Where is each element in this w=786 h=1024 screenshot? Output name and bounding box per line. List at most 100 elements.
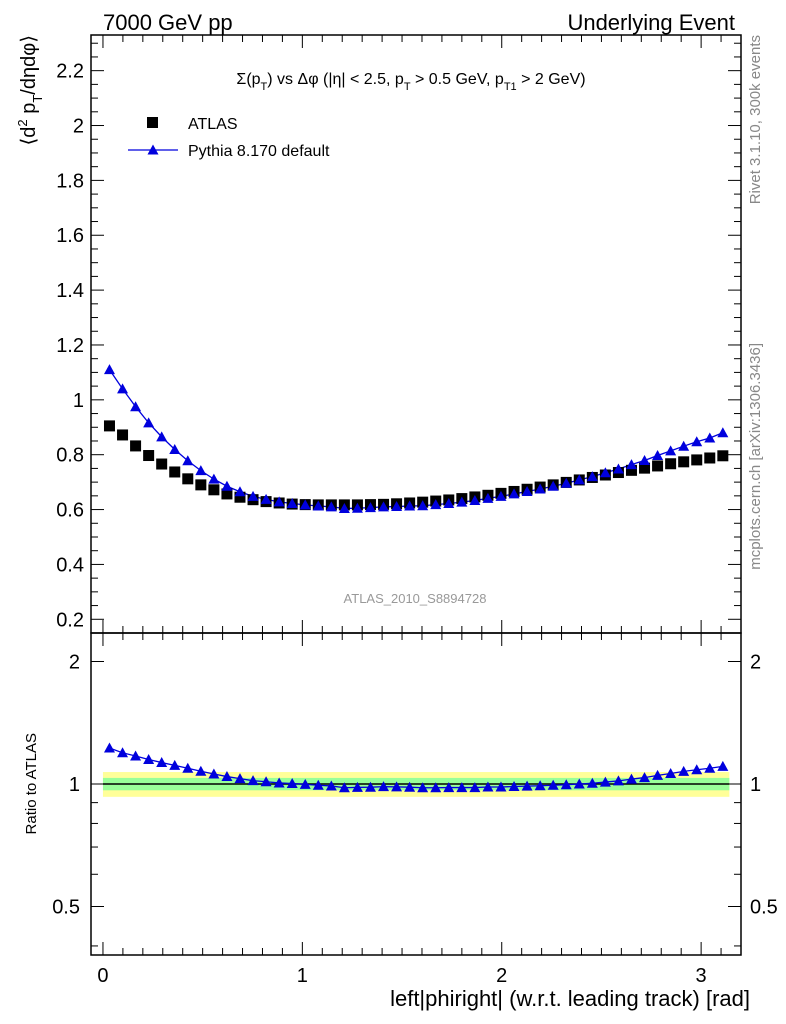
y-tick-label-ratio-right: 2 <box>750 652 761 674</box>
pythia-point <box>639 454 651 465</box>
ratio-point <box>312 779 324 790</box>
ratio-point <box>586 777 598 788</box>
pythia-point <box>351 502 363 513</box>
pythia-point <box>182 455 194 466</box>
atlas-point <box>208 484 220 496</box>
pythia-point <box>443 498 455 509</box>
pythia-point <box>156 431 168 442</box>
ratio-point <box>547 779 559 790</box>
header-right: Underlying Event <box>567 10 735 35</box>
legend-marker-pythia <box>147 144 159 155</box>
ratio-point <box>678 765 690 776</box>
ylabel-part-3: T <box>30 95 45 103</box>
pythia-point <box>560 477 572 488</box>
atlas-point <box>130 440 142 452</box>
axis-ticks: 0 1 2 3 0.2 0.4 0.6 0.8 1 1.2 1.4 1.6 1.8 2 2.2 0.5 0.5 1… <box>52 35 778 987</box>
ratio-point <box>691 764 703 775</box>
pythia-point <box>665 445 677 456</box>
ratio-point <box>495 781 507 792</box>
y-tick-label-ratio-left: 1 <box>69 774 80 796</box>
pythia-point <box>534 483 546 494</box>
pythia-point <box>495 490 507 501</box>
pythia-point <box>103 364 115 375</box>
y-tick-label-main: 0.2 <box>56 609 84 631</box>
ratio-point <box>299 778 311 789</box>
ratio-point <box>182 762 194 773</box>
atlas-point <box>195 479 207 491</box>
atlas-point <box>652 460 664 472</box>
ratio-point <box>652 769 664 780</box>
ylabel-part-2: p <box>18 103 40 120</box>
ratio-point <box>430 782 442 793</box>
ratio-point <box>286 777 298 788</box>
pythia-point <box>404 500 416 511</box>
ratio-point <box>378 781 390 792</box>
pythia-point <box>482 492 494 503</box>
pythia-point <box>573 474 585 485</box>
ratio-point <box>247 775 259 786</box>
pythia-point <box>456 496 468 507</box>
legend-label-atlas: ATLAS <box>188 116 238 133</box>
y-tick-label-main: 0.6 <box>56 500 84 522</box>
atlas-point <box>143 450 155 462</box>
pythia-point <box>247 490 259 501</box>
ratio-point <box>417 782 429 793</box>
pythia-point <box>117 383 129 394</box>
ratio-uncertainty-band <box>102 772 730 797</box>
x-tick-label: 2 <box>496 965 507 987</box>
x-tick-label: 1 <box>297 965 308 987</box>
pythia-point <box>195 465 207 476</box>
atlas-point <box>221 488 233 500</box>
pythia-point <box>430 499 442 510</box>
y-tick-label-main: 1.2 <box>56 335 84 357</box>
y-tick-label-ratio-left: 2 <box>69 652 80 674</box>
side-text-top: Rivet 3.1.10, 300k events <box>747 35 764 204</box>
ratio-point <box>521 780 533 791</box>
ratio-point <box>195 765 207 776</box>
pythia-point <box>508 488 520 499</box>
atlas-point <box>717 450 729 462</box>
pythia-point <box>469 495 481 506</box>
pythia-point <box>652 450 664 461</box>
legend-label-pythia: Pythia 8.170 default <box>188 143 330 160</box>
y-axis-label-ratio: Ratio to ATLAS <box>23 733 40 834</box>
pythia-point <box>612 463 624 474</box>
atlas-point <box>234 491 246 503</box>
header-left: 7000 GeV pp <box>103 10 233 35</box>
y-tick-label-main: 0.8 <box>56 445 84 467</box>
pythia-point <box>521 485 533 496</box>
ratio-point <box>169 759 181 770</box>
pythia-point <box>312 500 324 511</box>
pythia-point <box>691 436 703 447</box>
pythia-point <box>417 500 429 511</box>
pythia-point <box>625 459 637 470</box>
side-text-bottom: mcplots.cern.ch [arXiv:1306.3436] <box>747 343 764 570</box>
ratio-point <box>208 768 220 779</box>
ratio-point <box>482 781 494 792</box>
y-tick-label-main: 1.4 <box>56 280 84 302</box>
ratio-point <box>234 773 246 784</box>
pythia-point <box>391 501 403 512</box>
ratio-point <box>351 781 363 792</box>
atlas-point <box>625 464 637 476</box>
analysis-id: ATLAS_2010_S8894728 <box>344 591 487 606</box>
ratio-point <box>338 782 350 793</box>
pythia-point <box>599 467 611 478</box>
pythia-point <box>704 432 716 443</box>
ratio-point <box>325 780 337 791</box>
y-tick-label-main: 1.8 <box>56 170 84 192</box>
y-tick-label-ratio-right: 1 <box>750 774 761 796</box>
pythia-point <box>130 401 142 412</box>
atlas-point <box>169 466 181 478</box>
atlas-point <box>117 429 129 441</box>
pythia-point <box>208 473 220 484</box>
title-part-1: T <box>261 81 268 93</box>
title-part-0: Σ(p <box>236 71 260 88</box>
data-series <box>103 364 729 793</box>
ylabel-part-1: 2 <box>15 119 30 126</box>
pythia-point <box>586 471 598 482</box>
title-part-2: ) vs Δφ (|η| < 2.5, p <box>267 71 404 88</box>
ratio-point <box>665 768 677 779</box>
ratio-point <box>534 780 546 791</box>
legend: ATLAS Pythia 8.170 default <box>128 116 330 160</box>
